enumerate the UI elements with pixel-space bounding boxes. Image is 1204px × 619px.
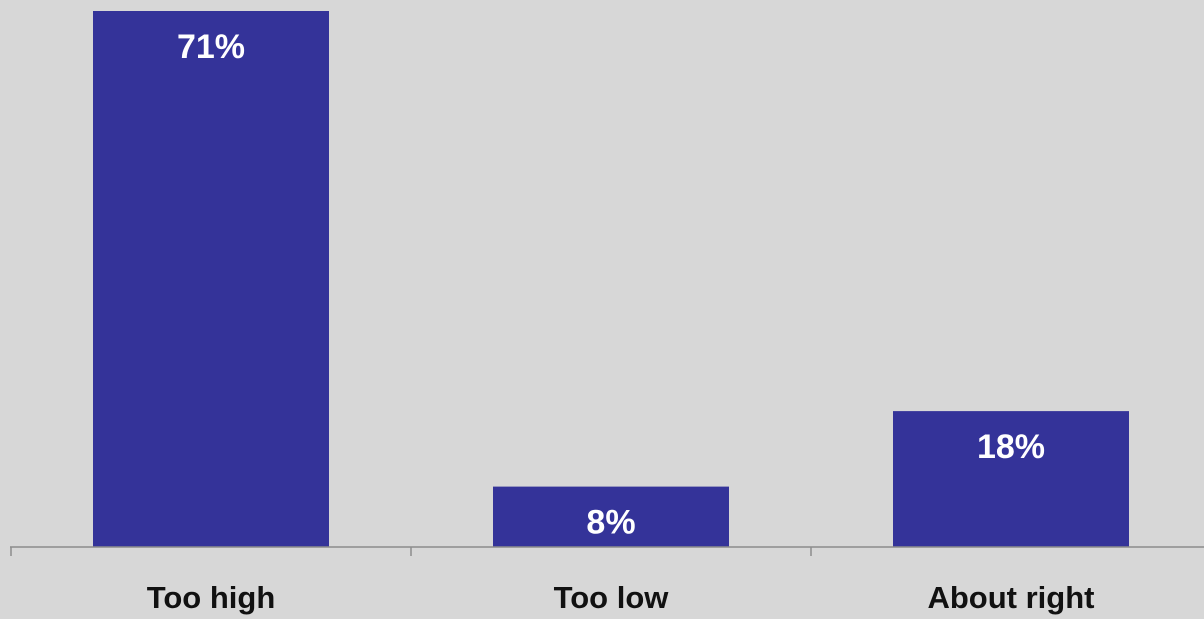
category-label-too-high: Too high bbox=[147, 580, 276, 615]
bar-too-high bbox=[93, 11, 329, 547]
bar-about-right bbox=[893, 411, 1129, 547]
category-label-too-low: Too low bbox=[554, 580, 670, 615]
data-label-about-right: 18% bbox=[977, 428, 1045, 466]
bars-group bbox=[93, 11, 1129, 547]
data-label-too-high: 71% bbox=[177, 28, 245, 66]
category-label-about-right: About right bbox=[927, 580, 1094, 615]
labels-group: 71% Too high 8% Too low 18% About right bbox=[147, 28, 1095, 615]
bar-too-low bbox=[493, 486, 729, 547]
data-label-too-low: 8% bbox=[586, 504, 635, 542]
x-axis bbox=[10, 546, 1204, 556]
